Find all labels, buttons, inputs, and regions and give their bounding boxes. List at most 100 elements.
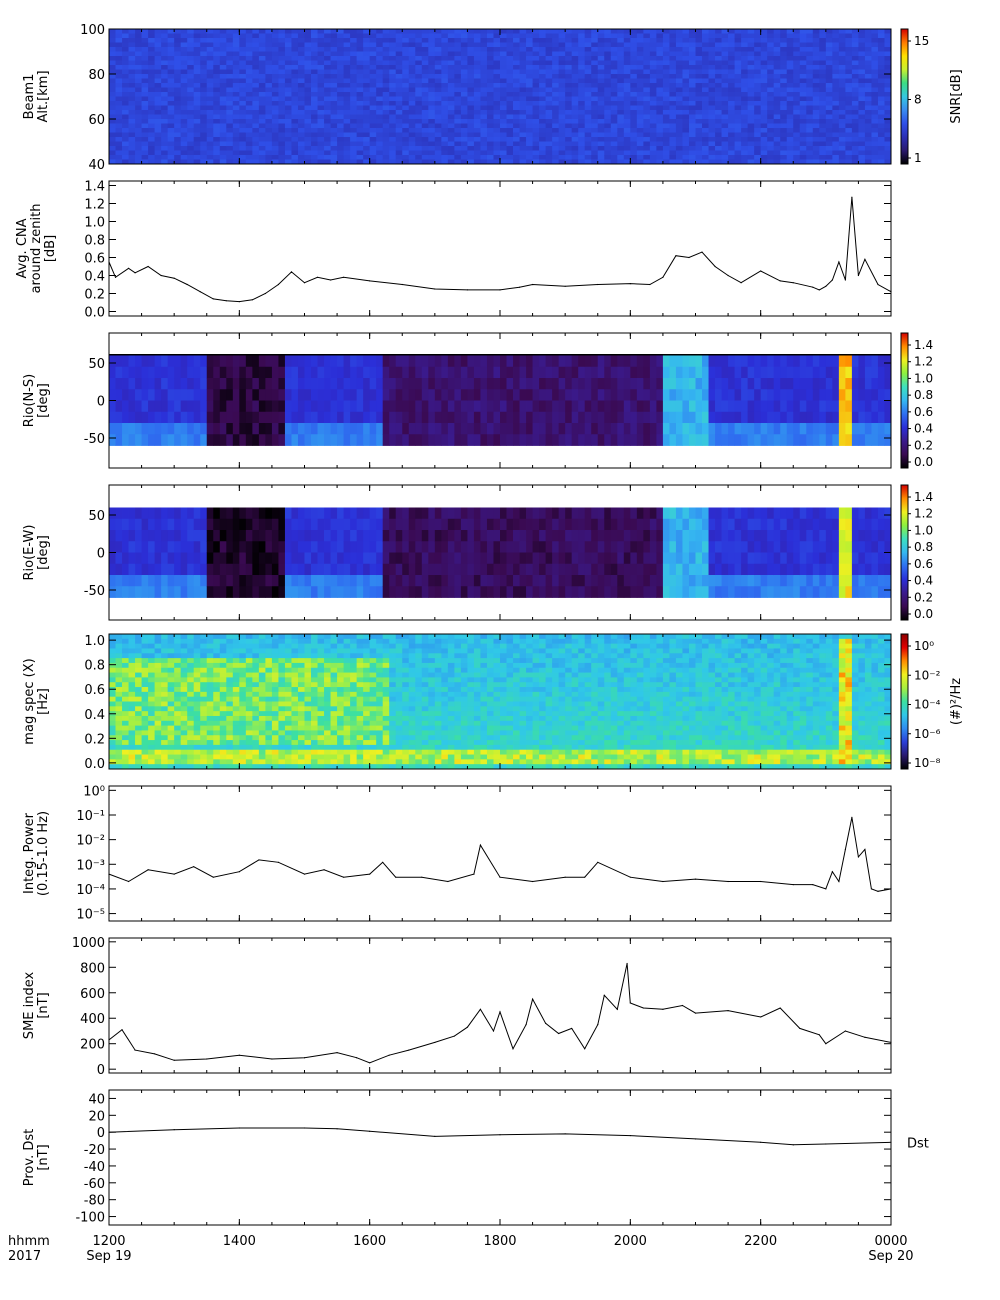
heatmap-cell (128, 389, 136, 401)
heatmap-cell (682, 150, 690, 156)
heatmap-cell (148, 83, 156, 88)
heatmap-cell (395, 38, 403, 43)
heatmap-cell (473, 96, 481, 102)
heatmap-cell (363, 159, 371, 165)
heatmap-cell (819, 33, 827, 39)
heatmap-cell (649, 60, 657, 66)
heatmap-cell (571, 65, 579, 70)
heatmap-cell (793, 366, 801, 379)
heatmap-cell (271, 101, 279, 106)
heatmap-cell (180, 423, 188, 435)
heatmap-cell (232, 96, 240, 102)
heatmap-cell (284, 56, 292, 61)
heatmap-cell (415, 60, 423, 66)
heatmap-cell (454, 123, 462, 129)
heatmap-cell (148, 96, 156, 102)
heatmap-cell (734, 132, 742, 138)
heatmap-cell (584, 96, 592, 102)
heatmap-cell (760, 132, 768, 138)
heatmap-cell (200, 114, 208, 120)
heatmap-cell (513, 155, 520, 160)
heatmap-cell (669, 42, 677, 48)
heatmap-cell (832, 128, 840, 133)
heatmap-cell (669, 29, 677, 34)
heatmap-cell (317, 56, 325, 61)
heatmap-cell (571, 51, 579, 57)
heatmap-cell (604, 411, 612, 424)
heatmap-cell (851, 47, 859, 52)
heatmap-cell (187, 141, 195, 147)
heatmap-cell (467, 101, 475, 106)
heatmap-cell (786, 150, 794, 156)
heatmap-cell (128, 586, 136, 598)
heatmap-cell (284, 128, 292, 133)
heatmap-cell (832, 378, 840, 390)
heatmap-cell (734, 65, 742, 70)
heatmap-cell (721, 132, 729, 138)
heatmap-cell (324, 60, 331, 66)
heatmap-cell (767, 87, 775, 93)
heatmap-cell (702, 74, 709, 79)
heatmap-cell (623, 150, 631, 156)
heatmap-cell (715, 42, 722, 48)
heatmap-cell (395, 51, 403, 57)
heatmap-cell (304, 101, 312, 106)
heatmap-cell (708, 83, 716, 88)
heatmap-cell (741, 150, 749, 156)
heatmap-cell (708, 355, 716, 368)
heatmap-cell (252, 78, 260, 84)
heatmap-cell (728, 132, 735, 138)
heatmap-cell (832, 400, 840, 413)
heatmap-cell (317, 69, 325, 75)
heatmap-cell (571, 42, 579, 48)
heatmap-cell (688, 389, 696, 401)
heatmap-cell (180, 33, 188, 39)
heatmap-cell (297, 123, 305, 129)
heatmap-cell (408, 87, 416, 93)
heatmap-cell (284, 400, 292, 413)
heatmap-cell (675, 155, 683, 160)
heatmap-cell (643, 42, 651, 48)
heatmap-cell (278, 114, 286, 120)
heatmap-cell (128, 141, 136, 147)
heatmap-cell (610, 389, 618, 401)
heatmap-cell (415, 378, 423, 390)
heatmap-cell (858, 119, 866, 124)
heatmap-cell (297, 42, 305, 48)
heatmap-cell (610, 47, 618, 52)
heatmap-cell (109, 105, 116, 111)
heatmap-cell (200, 423, 208, 435)
heatmap-cell (441, 159, 449, 165)
heatmap-cell (369, 114, 377, 120)
heatmap-cell (460, 65, 468, 70)
heatmap-cell (415, 366, 423, 379)
heatmap-cell (187, 123, 195, 129)
heatmap-cell (219, 411, 227, 424)
heatmap-cell (793, 65, 801, 70)
heatmap-cell (793, 96, 801, 102)
heatmap-cell (604, 137, 612, 142)
heatmap-cell (747, 69, 755, 75)
heatmap-cell (187, 29, 195, 34)
heatmap-cell (708, 92, 716, 97)
heatmap-cell (356, 69, 364, 75)
heatmap-cell (656, 47, 664, 52)
heatmap-cell (330, 105, 338, 111)
heatmap-cell (721, 159, 729, 165)
heatmap-cell (662, 150, 670, 156)
heatmap-cell (773, 83, 781, 88)
heatmap-cell (845, 42, 853, 48)
heatmap-cell (141, 518, 149, 531)
heatmap-cell (604, 366, 612, 379)
heatmap-cell (460, 105, 468, 111)
heatmap-cell (623, 110, 631, 115)
heatmap-cell (408, 92, 416, 97)
heatmap-cell (363, 56, 371, 61)
heatmap-cell (597, 105, 605, 111)
heatmap-cell (356, 366, 364, 379)
heatmap-cell (786, 114, 794, 120)
heatmap-cell (174, 60, 182, 66)
heatmap-cell (558, 47, 566, 52)
heatmap-cell (845, 132, 853, 138)
heatmap-cell (480, 51, 488, 57)
